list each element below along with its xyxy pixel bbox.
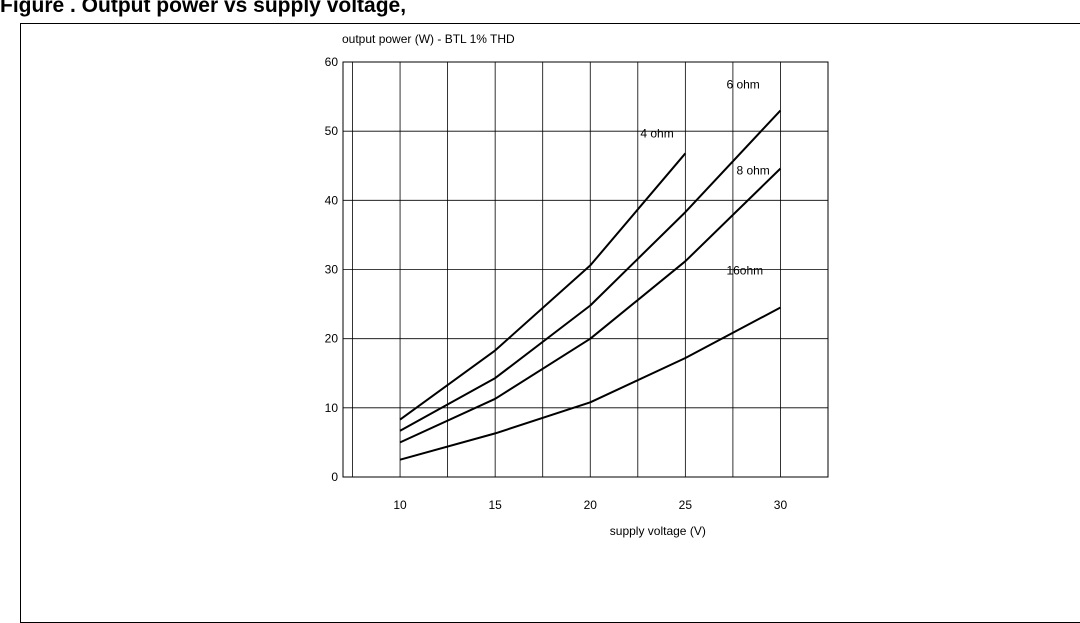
y-tick-label: 20 [325,332,339,346]
grid [342,61,829,478]
y-tick-label: 40 [325,193,339,207]
y-tick-label: 50 [325,124,339,138]
chart-title: output power (W) - BTL 1% THD [342,32,515,46]
chart: 0 10 20 30 40 50 60 10 15 20 25 30 output power (W)… [325,32,829,538]
x-tick-label: 30 [774,498,788,512]
y-tick-label: 30 [325,263,339,277]
series-label: 8 ohm [736,163,769,177]
series-line [399,152,687,421]
series-label: 16ohm [726,264,763,278]
series-label: 4 ohm [640,126,673,140]
x-tick-label: 25 [679,498,693,512]
series-lines [399,109,782,461]
x-tick-label: 20 [584,498,598,512]
y-tick-label: 10 [325,401,339,415]
series-line [399,306,781,461]
x-tick-label: 10 [393,498,407,512]
series-label: 6 ohm [726,77,759,91]
axes: 0 10 20 30 40 50 60 10 15 20 25 30 [325,55,788,512]
y-tick-label: 0 [331,470,338,484]
figure-caption: Figure . Output power vs supply voltage, [0,0,407,17]
x-axis-label: supply voltage (V) [610,524,706,538]
y-tick-label: 60 [325,55,339,69]
series-line [399,167,782,444]
x-tick-label: 15 [488,498,502,512]
series-line [399,109,782,432]
labels: output power (W) - BTL 1% THD supply volt… [342,32,770,538]
